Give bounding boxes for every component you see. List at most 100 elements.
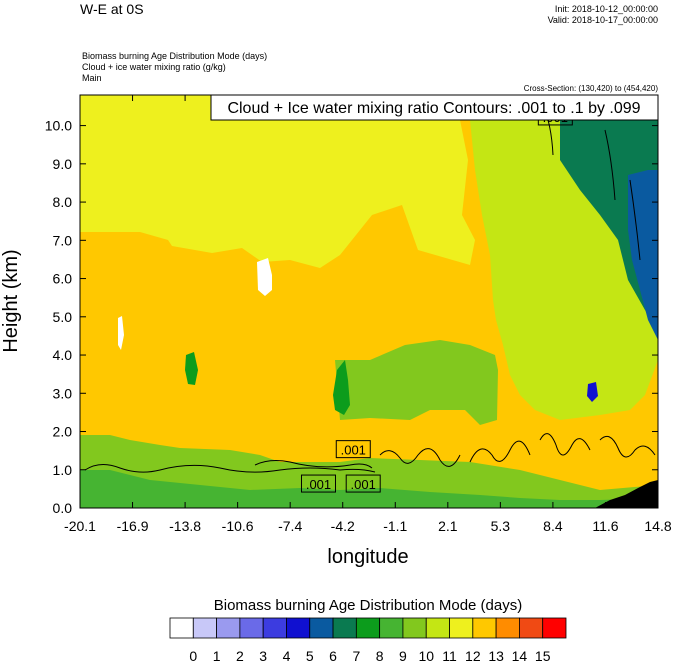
contour-line (254, 460, 373, 469)
region-white-2 (118, 316, 124, 350)
colorbar-label: 0 (189, 648, 197, 664)
x-tick-label: -16.9 (117, 518, 149, 534)
region-darkgreen-plume (333, 360, 350, 415)
colorbar-box (192, 617, 217, 639)
y-tick-label: 3.0 (53, 385, 73, 401)
cross-section-label: Cross-Section: (130,420) to (454,420) (524, 84, 659, 93)
region-darkgreen-low (80, 470, 658, 508)
colorbar-box (216, 617, 241, 639)
colorbar-label: 12 (465, 648, 481, 664)
region-white-1 (257, 258, 272, 296)
colorbar-label: 13 (488, 648, 504, 664)
colorbar-box (472, 617, 497, 639)
contour-line (604, 129, 616, 201)
y-tick-label: 10.0 (45, 118, 72, 134)
x-tick-label: 5.3 (491, 518, 511, 534)
region-blue-spot (587, 382, 598, 402)
x-axis: -20.1 -16.9 -13.8 -10.6 -7.4 -4.2 -1.1 2.1 5.3 8.… (64, 95, 672, 534)
x-tick-label: 11.6 (592, 518, 618, 534)
colorbar-box (542, 617, 567, 639)
colorbar-box (379, 617, 404, 639)
y-tick-label: 1.0 (53, 462, 73, 478)
colorbar-box (286, 617, 311, 639)
contour-line (599, 435, 656, 458)
colorbar-box (169, 617, 194, 639)
colorbar-box (262, 617, 287, 639)
region-teal-upper (560, 95, 658, 330)
x-tick-label: 14.8 (644, 518, 671, 534)
contour-line (84, 464, 376, 473)
region-green-mid (335, 340, 498, 425)
colorbar-label: 8 (376, 648, 384, 664)
colorbar: 0 1 2 3 4 5 6 7 8 9 10 11 12 13 14 15 (169, 617, 567, 664)
contour-label-box (300, 474, 336, 493)
x-tick-label: -7.4 (278, 518, 302, 534)
contour-line (547, 119, 554, 156)
contour-line (539, 433, 591, 456)
x-tick-label: -20.1 (64, 518, 96, 534)
y-tick-label: 8.0 (53, 194, 73, 210)
y-axis: 0.0 1.0 2.0 3.0 4.0 5.0 6.0 7.0 8.0 9.0 10.0 (45, 118, 658, 516)
x-tick-label: -13.8 (169, 518, 201, 534)
colorbar-label: 6 (329, 648, 337, 664)
colorbar-box (239, 617, 264, 639)
colorbar-label: 10 (418, 648, 434, 664)
init-time: Init: 2018-10-12_00:00:00 (555, 4, 658, 14)
cloud-contours (84, 119, 656, 473)
contour-label-box (345, 474, 381, 493)
contour-label: .001 (306, 477, 331, 492)
field-description-2: Cloud + ice water mixing ratio (g/kg) (82, 62, 226, 72)
contour-label: .001 (341, 443, 366, 458)
chart-header-title: W-E at 0S (80, 1, 144, 17)
colorbar-box (519, 617, 544, 639)
colorbar-label: 9 (399, 648, 407, 664)
region-yellow-upper (80, 95, 475, 268)
colorbar-label: 5 (306, 648, 314, 664)
y-tick-label: 7.0 (53, 232, 73, 248)
colorbar-box (425, 617, 450, 639)
chart-title-box (210, 94, 659, 121)
x-tick-label: 2.1 (438, 518, 458, 534)
region-darkgreen-patch (185, 352, 198, 385)
x-axis-title: longitude (327, 546, 408, 568)
contour-line (379, 448, 461, 467)
colorbar-label: 2 (236, 648, 244, 664)
colorbar-box (495, 617, 520, 639)
terrain (595, 480, 658, 508)
colorbar-box (402, 617, 427, 639)
colorbar-label: 4 (283, 648, 291, 664)
contour-label-box (335, 440, 371, 459)
colorbar-box (355, 617, 381, 639)
y-tick-label: 9.0 (53, 156, 73, 172)
region-blue-edge (628, 170, 658, 340)
chart-title: Cloud + Ice water mixing ratio Contours:… (227, 100, 640, 117)
valid-time: Valid: 2018-10-17_00:00:00 (548, 15, 658, 25)
y-tick-label: 2.0 (53, 424, 73, 440)
field-description-1: Biomass burning Age Distribution Mode (d… (82, 51, 267, 61)
colorbar-box (332, 617, 357, 639)
x-tick-label: -4.2 (331, 518, 355, 534)
contour-line (469, 440, 531, 463)
contour-labels: .001.001.001.001 (300, 107, 573, 493)
x-tick-label: -10.6 (222, 518, 254, 534)
colorbar-box (309, 617, 334, 639)
colorbar-label: 1 (213, 648, 221, 664)
contour-label: .001 (351, 477, 376, 492)
y-tick-label: 0.0 (53, 500, 73, 516)
colorbar-label: 15 (535, 648, 551, 664)
colorbar-label: 3 (259, 648, 267, 664)
y-tick-label: 5.0 (53, 309, 73, 325)
colorbar-box (449, 617, 474, 639)
y-tick-label: 4.0 (53, 347, 73, 363)
y-axis-title: Height (km) (0, 249, 22, 352)
plot-area (80, 95, 658, 508)
colorbar-label: 7 (352, 648, 360, 664)
contour-line (629, 179, 641, 261)
colorbar-title: Biomass burning Age Distribution Mode (d… (214, 597, 522, 614)
field-description-3: Main (82, 73, 102, 83)
colorbar-label: 11 (442, 648, 457, 664)
x-tick-label: 8.4 (543, 518, 563, 534)
y-tick-label: 6.0 (53, 271, 73, 287)
x-tick-label: -1.1 (383, 518, 407, 534)
